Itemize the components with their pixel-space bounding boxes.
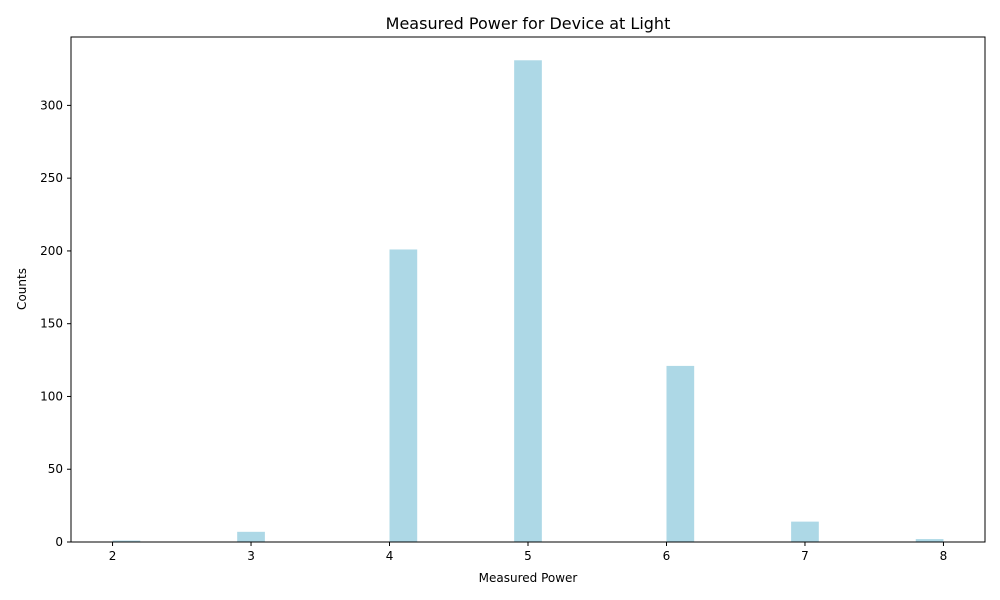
x-tick-label: 2 — [109, 549, 117, 563]
y-tick-label: 0 — [55, 535, 63, 549]
x-tick-label: 7 — [801, 549, 809, 563]
y-tick-label: 200 — [40, 244, 63, 258]
x-tick-label: 5 — [524, 549, 532, 563]
histogram-bar-5 — [791, 521, 819, 542]
x-tick-label: 6 — [663, 549, 671, 563]
y-axis-ticks: 0 50 100 150 200 250 300 — [40, 98, 71, 549]
histogram-bar-1 — [237, 531, 265, 542]
y-tick-label: 150 — [40, 317, 63, 331]
histogram-bar-2 — [389, 249, 418, 542]
x-axis-label: Measured Power — [479, 571, 578, 585]
x-tick-label: 3 — [247, 549, 255, 563]
plot-frame — [70, 36, 986, 543]
histogram-bar-4 — [666, 365, 695, 542]
y-tick-label: 250 — [40, 171, 63, 185]
bars-group — [112, 60, 944, 542]
x-tick-label: 8 — [940, 549, 948, 563]
chart-title: Measured Power for Device at Light — [386, 14, 671, 33]
y-tick-label: 100 — [40, 389, 63, 403]
y-tick-label: 300 — [40, 98, 63, 112]
y-tick-label: 50 — [48, 462, 63, 476]
x-tick-label: 4 — [386, 549, 394, 563]
histogram-bar-3 — [514, 60, 542, 542]
y-axis-label: Counts — [15, 268, 29, 310]
x-axis-ticks: 2 3 4 5 6 7 8 — [109, 542, 948, 563]
histogram-bar-0 — [112, 540, 141, 542]
histogram-bar-6 — [915, 539, 944, 542]
